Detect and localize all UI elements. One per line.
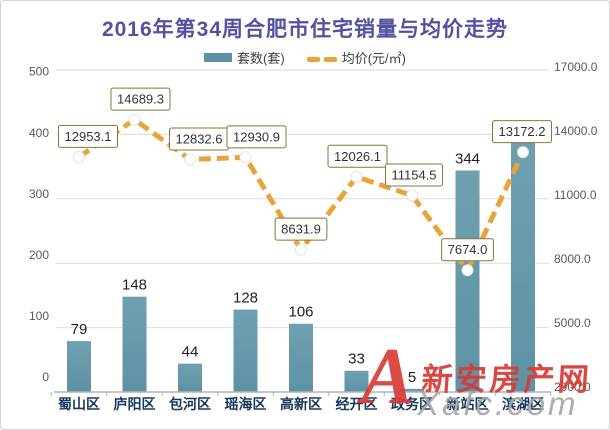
price-value-label-box: [110, 87, 171, 111]
bar: [122, 296, 147, 392]
bar: [289, 323, 313, 392]
legend-label-units: 套数(套): [237, 51, 285, 66]
bar: [511, 139, 535, 392]
bar-value-label: 344: [455, 150, 480, 167]
price-point-marker: [128, 113, 141, 126]
x-axis-label: 经开区: [336, 396, 378, 412]
price-value-label-box: [274, 217, 328, 241]
bar: [400, 388, 424, 392]
price-value-label-box: [384, 163, 444, 187]
legend: 套数(套) 均价(元/㎡): [1, 48, 609, 67]
y-axis-label-right: 11000.0: [554, 188, 597, 202]
x-axis-label: 政务区: [391, 396, 433, 412]
y-axis-label-right: 14000.0: [554, 124, 598, 138]
y-axis-label-right: 17000.0: [554, 60, 598, 74]
price-value-label: 12832.6: [176, 131, 223, 146]
price-value-label-box: [441, 238, 494, 262]
x-axis-label: 新站区: [447, 396, 489, 412]
x-axis-label: 庐阳区: [114, 396, 156, 412]
price-point-marker: [239, 151, 252, 164]
bar: [178, 363, 202, 392]
x-axis-label: 滨湖区: [502, 396, 544, 412]
price-point-marker: [350, 170, 363, 183]
price-point-marker: [295, 243, 307, 256]
y-axis-label-left: 400: [29, 126, 49, 140]
x-axis-label: 蜀山区: [58, 396, 100, 412]
legend-item-price: 均价(元/㎡): [306, 48, 406, 67]
y-axis-label-right: 5000.0: [554, 316, 591, 330]
bar-swatch-icon: [204, 53, 233, 62]
price-value-label-box: [58, 124, 118, 148]
price-point-marker: [517, 146, 529, 159]
price-point-marker: [184, 153, 196, 166]
y-axis-label-right: 8000.0: [554, 252, 591, 266]
y-axis-label-right: 2000.0: [554, 380, 591, 394]
legend-item-units: 套数(套): [204, 48, 285, 67]
price-value-label: 13172.2: [499, 124, 546, 139]
y-axis-label-left: 200: [29, 248, 49, 262]
price-point-marker: [73, 150, 85, 163]
bar-value-label: 33: [348, 351, 365, 368]
price-value-label: 12953.1: [65, 129, 112, 144]
y-axis-label-left: 500: [29, 65, 49, 79]
bar-value-label: 148: [122, 277, 147, 294]
x-axis-label: 包河区: [169, 396, 211, 412]
bar: [344, 370, 369, 392]
chart-title: 2016年第34周合肥市住宅销量与均价走势: [101, 18, 509, 41]
price-value-label-box: [492, 120, 552, 144]
bar: [455, 170, 480, 392]
y-axis-label-left: 300: [29, 187, 49, 201]
price-value-label-box: [226, 125, 287, 149]
bar: [67, 341, 91, 392]
price-point-marker: [461, 264, 474, 277]
x-axis-label: 瑶海区: [225, 396, 267, 412]
bar-value-label: 5: [408, 369, 416, 386]
x-axis-label: 高新区: [280, 396, 322, 412]
price-value-label: 12930.9: [233, 129, 280, 144]
price-value-label: 12026.1: [334, 149, 381, 164]
y-axis-label-left: 0: [42, 370, 49, 384]
line-dash-icon: [306, 50, 337, 65]
bar-value-label: 128: [233, 290, 258, 307]
price-value-label: 14689.3: [117, 92, 164, 107]
price-value-label-box: [327, 144, 388, 168]
price-value-label: 11154.5: [391, 167, 436, 182]
legend-label-price: 均价(元/㎡): [341, 51, 406, 66]
price-value-label: 8631.9: [281, 222, 321, 237]
bar-value-label: 106: [288, 304, 313, 321]
price-point-marker: [406, 189, 418, 202]
price-value-label: 7674.0: [448, 242, 488, 257]
bar-value-label: 44: [182, 344, 199, 361]
y-axis-label-left: 100: [29, 309, 49, 323]
bar-value-label: 79: [71, 321, 88, 338]
bar: [233, 309, 258, 392]
